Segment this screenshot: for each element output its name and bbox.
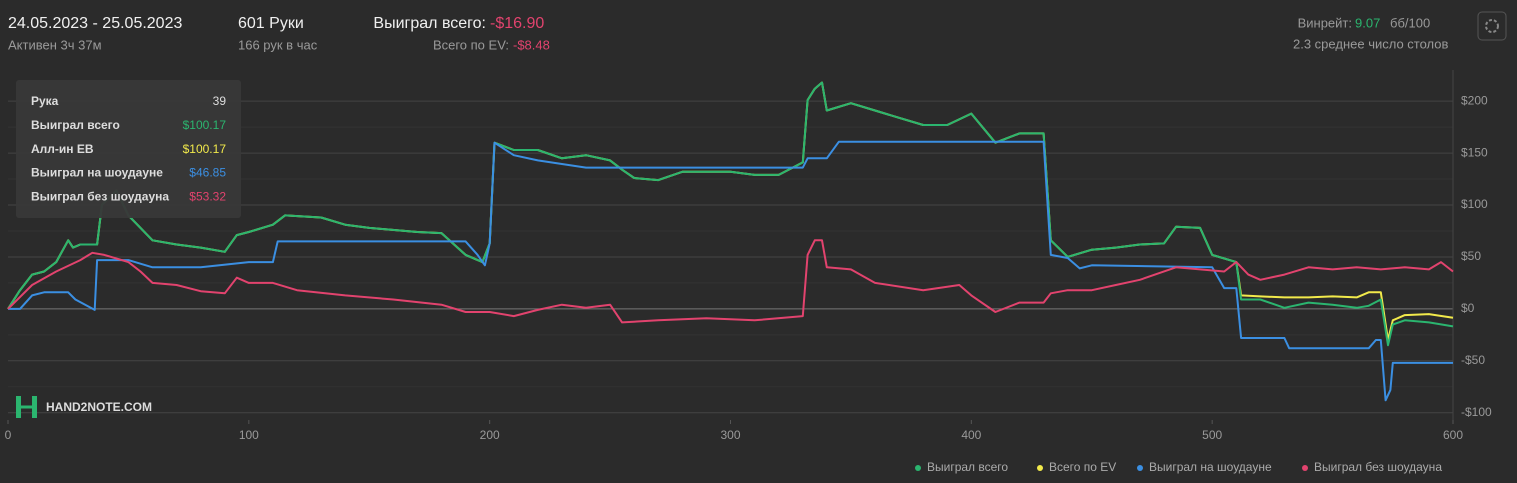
tooltip-value: $100.17	[183, 142, 227, 156]
tooltip-box	[16, 80, 241, 218]
hands: 601 Руки	[238, 15, 304, 32]
winrate-unit: бб/100	[1390, 15, 1430, 30]
y-tick-label: $150	[1461, 145, 1488, 159]
ev-value: -$8.48	[513, 37, 550, 52]
legend-label: Всего по EV	[1049, 460, 1116, 474]
settings-button[interactable]	[1477, 11, 1507, 41]
settings-icon	[1485, 19, 1499, 33]
legend: Выиграл всего Всего по EV Выиграл на шоуда…	[915, 460, 1442, 474]
y-tick-label: $50	[1461, 249, 1481, 263]
tooltip-label: Алл-ин ЕВ	[31, 142, 94, 156]
y-tick-label: -$100	[1461, 405, 1492, 419]
won-value: -$16.90	[490, 15, 544, 32]
logo: HAND2NOTE.COM	[16, 396, 152, 418]
tooltip-label: Выиграл на шоудауне	[31, 166, 163, 180]
tables: 2.3 среднее число столов	[1293, 36, 1449, 51]
logo-text: HAND2NOTE.COM	[46, 400, 152, 414]
legend-label: Выиграл без шоудауна	[1314, 460, 1442, 474]
x-tick-label: 100	[239, 428, 259, 442]
logo-bar	[32, 396, 37, 418]
x-tick-label: 200	[480, 428, 500, 442]
hands-rate: 166 рук в час	[238, 37, 318, 52]
series-line	[7, 239, 1454, 324]
y-tick-label: $0	[1461, 301, 1475, 315]
tooltip: Рука 39 Выиграл всего $100.17 Алл-ин ЕВ $100.…	[16, 80, 241, 218]
legend-label: Выиграл всего	[927, 460, 1008, 474]
tooltip-value: $100.17	[183, 118, 227, 132]
x-tick-label: 600	[1443, 428, 1463, 442]
tooltip-label: Рука	[31, 94, 59, 108]
winrate-value: 9.07	[1355, 15, 1380, 30]
ev-label: Всего по EV:	[433, 37, 509, 52]
y-tick-label: $200	[1461, 93, 1488, 107]
x-tick-label: 400	[961, 428, 981, 442]
dates: 24.05.2023 - 25.05.2023	[8, 15, 182, 32]
legend-label: Выиграл на шоудауне	[1149, 460, 1272, 474]
plot: -$100 -$50 $0 $50 $100 $150 $200 0 100 200 300 400 5…	[5, 70, 1492, 442]
active-time: Активен 3ч 37м	[8, 37, 102, 52]
y-tick-label: -$50	[1461, 353, 1485, 367]
legend-marker	[915, 465, 921, 471]
x-tick-label: 500	[1202, 428, 1222, 442]
legend-marker	[1302, 465, 1308, 471]
tooltip-value: 39	[213, 94, 227, 108]
legend-marker	[1137, 465, 1143, 471]
winrate-label: Винрейт:	[1298, 15, 1352, 30]
tooltip-value: $53.32	[189, 189, 226, 203]
x-tick-label: 0	[5, 428, 12, 442]
tooltip-value: $46.85	[189, 166, 226, 180]
tooltip-label: Выиграл без шоудауна	[31, 189, 169, 203]
won-label: Выиграл всего:	[373, 15, 486, 32]
logo-bar	[16, 396, 21, 418]
y-tick-label: $100	[1461, 197, 1488, 211]
tooltip-label: Выиграл всего	[31, 118, 120, 132]
series-line	[8, 140, 1453, 402]
x-tick-label: 300	[720, 428, 740, 442]
legend-marker	[1037, 465, 1043, 471]
